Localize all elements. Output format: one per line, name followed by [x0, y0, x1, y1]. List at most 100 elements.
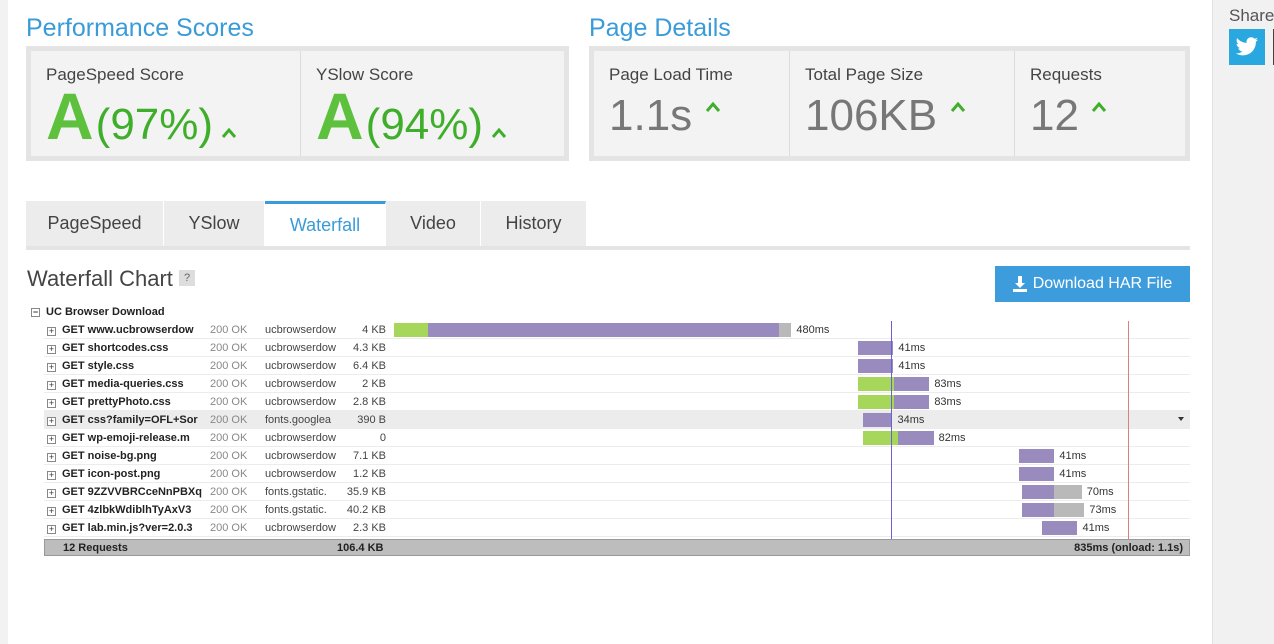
- chevron-up-icon: [705, 100, 721, 118]
- request-url: GET css?family=OFL+Sor: [62, 414, 198, 426]
- request-domain: ucbrowserdow: [265, 396, 336, 408]
- timing-bar-connect: [394, 323, 429, 337]
- yslow-score: YSlow Score A (94%): [301, 51, 564, 156]
- waterfall-row[interactable]: + GET wp-emoji-release.m 200 OK ucbrowserdo…: [44, 429, 1190, 447]
- expand-icon[interactable]: +: [47, 506, 56, 516]
- timing-bar-connect: [858, 395, 895, 409]
- timing-bar-wait: [1021, 503, 1055, 517]
- request-size: 40.2 KB: [346, 504, 386, 516]
- request-status: 200 OK: [210, 324, 248, 336]
- request-timing: 41ms: [898, 342, 926, 354]
- tab-history[interactable]: History: [481, 201, 587, 246]
- row-dropdown-icon[interactable]: [1178, 417, 1184, 421]
- request-timing: 41ms: [1059, 450, 1087, 462]
- request-url: GET 9ZZVVBRCceNnPBXq: [62, 486, 202, 498]
- request-url: GET wp-emoji-release.m: [62, 432, 190, 444]
- timing-bar-wait: [1019, 467, 1055, 481]
- yslow-grade: A: [316, 79, 364, 153]
- waterfall-row[interactable]: + GET media-queries.css 200 OK ucbrowserdow…: [44, 375, 1190, 393]
- request-size: 4 KB: [362, 324, 386, 336]
- onload-line: [1128, 321, 1130, 539]
- expand-icon[interactable]: +: [47, 524, 56, 534]
- waterfall-row[interactable]: + GET www.ucbrowserdow 200 OK ucbrowserdow 4…: [44, 321, 1190, 339]
- expand-icon[interactable]: +: [47, 326, 56, 336]
- request-domain: ucbrowserdow: [265, 342, 336, 354]
- request-domain: ucbrowserdow: [265, 360, 336, 372]
- waterfall-row[interactable]: + GET shortcodes.css 200 OK ucbrowserdow 4.3…: [44, 339, 1190, 357]
- performance-scores-card: PageSpeed Score A (97%) YSlow Score A (9…: [26, 46, 569, 161]
- timing-bar-wait: [863, 413, 893, 427]
- summary-requests: 12 Requests: [63, 542, 128, 554]
- request-timing: 83ms: [934, 378, 962, 390]
- request-size: 2.8 KB: [352, 396, 386, 408]
- waterfall-root[interactable]: − UC Browser Download: [31, 306, 165, 318]
- request-url: GET media-queries.css: [62, 378, 184, 390]
- expand-icon[interactable]: +: [47, 380, 56, 390]
- chevron-up-icon: [221, 126, 237, 144]
- summary-time: 835ms (onload: 1.1s): [1074, 542, 1183, 554]
- request-size: 6.4 KB: [352, 360, 386, 372]
- expand-icon[interactable]: +: [47, 470, 56, 480]
- collapse-icon[interactable]: −: [31, 306, 40, 317]
- waterfall-row[interactable]: + GET lab.min.js?ver=2.0.3 200 OK ucbrowser…: [44, 519, 1190, 537]
- download-har-button[interactable]: Download HAR File: [995, 266, 1190, 302]
- request-domain: fonts.gstatic.: [265, 504, 327, 516]
- twitter-share-button[interactable]: [1229, 29, 1265, 65]
- request-domain: ucbrowserdow: [265, 432, 336, 444]
- waterfall-row[interactable]: + GET icon-post.png 200 OK ucbrowserdow 1.2 …: [44, 465, 1190, 483]
- timing-bar-wait: [1021, 485, 1055, 499]
- expand-icon[interactable]: +: [47, 452, 56, 462]
- summary-size: 106.4 KB: [337, 542, 384, 554]
- request-size: 2.3 KB: [352, 522, 386, 534]
- request-url: GET 4zlbkWdiblhTyAxV3: [62, 504, 192, 516]
- expand-icon[interactable]: +: [47, 398, 56, 408]
- request-timing: 82ms: [938, 432, 966, 444]
- expand-icon[interactable]: +: [47, 488, 56, 498]
- timing-bar-wait: [897, 431, 934, 445]
- request-domain: ucbrowserdow: [265, 468, 336, 480]
- total-page-size: Total Page Size 106KB: [790, 51, 1015, 156]
- page-load-time: Page Load Time 1.1s: [594, 51, 790, 156]
- chevron-up-icon: [491, 126, 507, 144]
- waterfall-row[interactable]: + GET prettyPhoto.css 200 OK ucbrowserdow 2.…: [44, 393, 1190, 411]
- expand-icon[interactable]: +: [47, 416, 56, 426]
- waterfall-row[interactable]: + GET css?family=OFL+Sor 200 OK fonts.googl…: [44, 411, 1190, 429]
- request-size: 35.9 KB: [346, 486, 386, 498]
- waterfall-summary: 12 Requests 106.4 KB 835ms (onload: 1.1s…: [44, 539, 1190, 556]
- request-url: GET icon-post.png: [62, 468, 161, 480]
- total-page-size-value: 106KB: [805, 91, 938, 140]
- expand-icon[interactable]: +: [47, 362, 56, 372]
- request-size: 0: [379, 432, 386, 444]
- pagespeed-grade: A: [46, 79, 94, 153]
- request-timing: 480ms: [796, 324, 830, 336]
- request-url: GET style.css: [62, 360, 135, 372]
- request-status: 200 OK: [210, 432, 248, 444]
- request-timing: 41ms: [1082, 522, 1110, 534]
- request-status: 200 OK: [210, 396, 248, 408]
- tab-waterfall[interactable]: Waterfall: [265, 201, 386, 246]
- request-status: 200 OK: [210, 486, 248, 498]
- request-status: 200 OK: [210, 360, 248, 372]
- waterfall-row[interactable]: + GET style.css 200 OK ucbrowserdow 6.4 KB 41…: [44, 357, 1190, 375]
- share-label: Share: [1229, 6, 1274, 25]
- expand-icon[interactable]: +: [47, 344, 56, 354]
- page-details-card: Page Load Time 1.1s Total Page Size 106K…: [589, 46, 1190, 161]
- pagespeed-score: PageSpeed Score A (97%): [31, 51, 301, 156]
- expand-icon[interactable]: +: [47, 434, 56, 444]
- request-domain: ucbrowserdow: [265, 324, 336, 336]
- tab-yslow[interactable]: YSlow: [164, 201, 265, 246]
- waterfall-row[interactable]: + GET 9ZZVVBRCceNnPBXq 200 OK fonts.gstatic…: [44, 483, 1190, 501]
- help-icon[interactable]: ?: [179, 270, 195, 286]
- tab-pagespeed[interactable]: PageSpeed: [26, 201, 164, 246]
- tab-video[interactable]: Video: [386, 201, 481, 246]
- request-url: GET www.ucbrowserdow: [62, 324, 194, 336]
- request-size: 4.3 KB: [352, 342, 386, 354]
- request-size: 1.2 KB: [352, 468, 386, 480]
- pagespeed-score-label: PageSpeed Score: [46, 65, 184, 84]
- request-timing: 70ms: [1086, 486, 1114, 498]
- request-timing: 83ms: [934, 396, 962, 408]
- waterfall-row[interactable]: + GET noise-bg.png 200 OK ucbrowserdow 7.1 K…: [44, 447, 1190, 465]
- timing-bar-connect: [863, 431, 898, 445]
- requests-label: Requests: [1030, 65, 1102, 84]
- waterfall-row[interactable]: + GET 4zlbkWdiblhTyAxV3 200 OK fonts.gstati…: [44, 501, 1190, 519]
